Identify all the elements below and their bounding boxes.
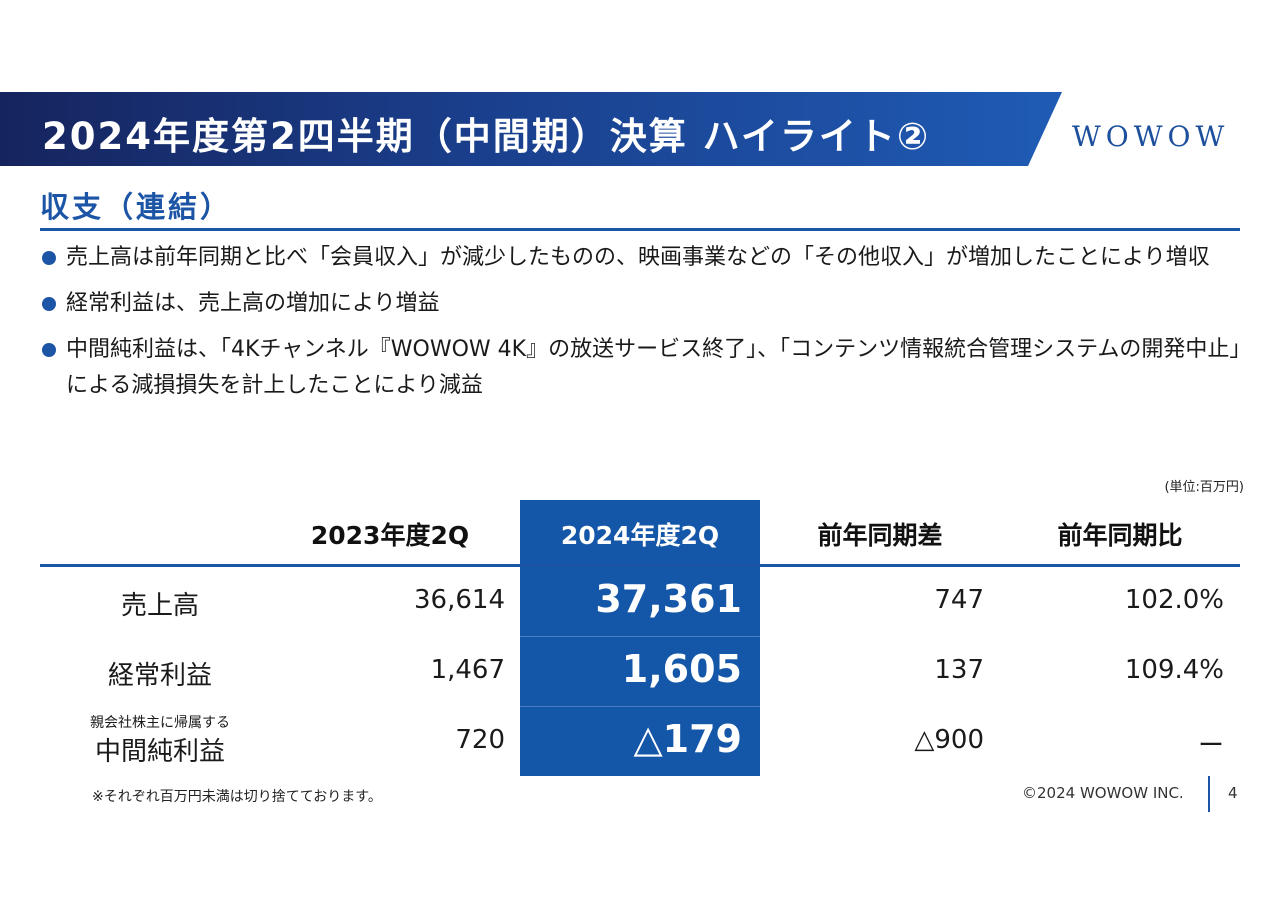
current-value: △179 bbox=[633, 717, 742, 761]
row-label: 経常利益 bbox=[80, 655, 240, 692]
bullet-text: 中間純利益は、「4Kチャンネル『WOWOW 4K』の放送サービス終了」、「コンテ… bbox=[66, 337, 1241, 398]
row-label-main: 売上高 bbox=[120, 591, 199, 621]
row-label-main: 中間純利益 bbox=[94, 737, 225, 767]
bullet-dot-icon bbox=[42, 251, 56, 265]
bullet-item: 経常利益は、売上高の増加により増益 bbox=[40, 286, 1250, 322]
section-title: 収支（連結） bbox=[40, 190, 233, 224]
table-row: 売上高 36,614 37,361 747 102.0% bbox=[40, 567, 1240, 637]
copyright: ©2024 WOWOW INC. bbox=[1022, 784, 1184, 802]
diff-value: 747 bbox=[934, 585, 984, 615]
row-label-main: 経常利益 bbox=[107, 661, 212, 691]
bullet-list: 売上高は前年同期と比べ「会員収入」が減少したものの、映画事業などの「その他収入」… bbox=[40, 240, 1250, 414]
page-title: 2024年度第2四半期（中間期）決算 ハイライト② bbox=[42, 115, 931, 158]
header-yoy-diff: 前年同期差 bbox=[817, 521, 943, 550]
highlight-column bbox=[520, 500, 760, 776]
ratio-value: 109.4% bbox=[1124, 655, 1224, 685]
diff-value: △900 bbox=[914, 725, 984, 755]
row-label-qualifier: 親会社株主に帰属する bbox=[90, 715, 230, 731]
prev-value: 1,467 bbox=[430, 655, 505, 685]
ratio-value: ー bbox=[1197, 731, 1224, 761]
row-label: 親会社株主に帰属する 中間純利益 bbox=[80, 715, 240, 768]
bullet-dot-icon bbox=[42, 343, 56, 357]
section-divider bbox=[40, 228, 1240, 231]
header-yoy-ratio: 前年同期比 bbox=[1057, 521, 1183, 550]
prev-value: 36,614 bbox=[414, 585, 505, 615]
header-divider bbox=[40, 564, 1240, 567]
table-header: 2023年度2Q 2024年度2Q 前年同期差 前年同期比 bbox=[40, 500, 1240, 564]
row-label: 売上高 bbox=[80, 585, 240, 622]
page-number: 4 bbox=[1228, 784, 1238, 802]
bullet-item: 中間純利益は、「4Kチャンネル『WOWOW 4K』の放送サービス終了」、「コンテ… bbox=[40, 332, 1250, 404]
row-divider bbox=[520, 706, 760, 707]
wowow-logo: WOWOW bbox=[1072, 120, 1230, 153]
ratio-value: 102.0% bbox=[1124, 585, 1224, 615]
current-value: 37,361 bbox=[595, 577, 742, 621]
footnote: ※それぞれ百万円未満は切り捨てております。 bbox=[92, 789, 382, 805]
table-row: 経常利益 1,467 1,605 137 109.4% bbox=[40, 637, 1240, 707]
prev-value: 720 bbox=[455, 725, 505, 755]
title-banner: 2024年度第2四半期（中間期）決算 ハイライト② bbox=[0, 92, 1062, 166]
bullet-text: 経常利益は、売上高の増加により増益 bbox=[66, 291, 440, 316]
current-value: 1,605 bbox=[621, 647, 742, 691]
bullet-item: 売上高は前年同期と比べ「会員収入」が減少したものの、映画事業などの「その他収入」… bbox=[40, 240, 1250, 276]
bullet-text: 売上高は前年同期と比べ「会員収入」が減少したものの、映画事業などの「その他収入」… bbox=[66, 245, 1210, 270]
footer-divider bbox=[1208, 776, 1210, 812]
row-divider bbox=[520, 636, 760, 637]
unit-note: (単位:百万円) bbox=[1164, 480, 1244, 495]
bullet-dot-icon bbox=[42, 297, 56, 311]
header-current-year: 2024年度2Q bbox=[560, 521, 720, 550]
diff-value: 137 bbox=[934, 655, 984, 685]
header-prev-year: 2023年度2Q bbox=[310, 521, 470, 550]
table-row: 親会社株主に帰属する 中間純利益 720 △179 △900 ー bbox=[40, 707, 1240, 777]
